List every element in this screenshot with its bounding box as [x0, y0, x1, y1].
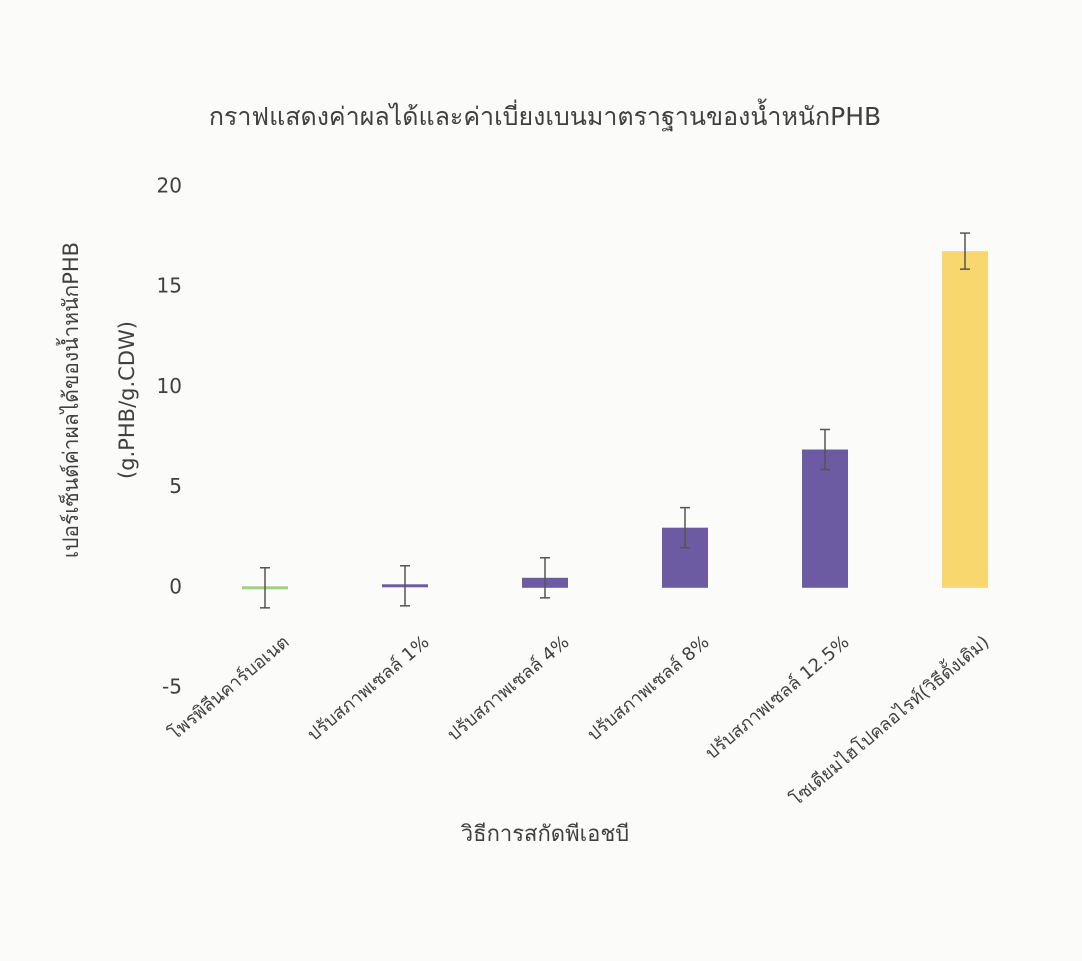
chart-title: กราฟแสดงค่าผลได้และค่าเบี่ยงเบนมาตราฐานข…: [209, 98, 881, 131]
bar: [942, 251, 988, 588]
page: กราฟแสดงค่าผลได้และค่าเบี่ยงเบนมาตราฐานข…: [0, 0, 1082, 961]
y-tick-label: 20: [157, 174, 182, 198]
background: [0, 0, 1082, 961]
x-axis-label: วิธีการสกัดพีเอชบี: [460, 822, 629, 847]
y-tick-label: 10: [157, 374, 182, 398]
y-tick-label: 15: [157, 274, 182, 298]
y-tick-label: -5: [162, 675, 182, 699]
chart: กราฟแสดงค่าผลได้และค่าเบี่ยงเบนมาตราฐานข…: [0, 0, 1082, 961]
y-tick-label: 0: [169, 574, 182, 598]
y-axis-label: เปอร์เซ็นต์ค่าผลได้ของน้ำหนักPHB: [56, 242, 83, 558]
y-tick-label: 5: [169, 474, 182, 498]
y-axis-label: (g.PHB/g.CDW): [115, 321, 139, 479]
